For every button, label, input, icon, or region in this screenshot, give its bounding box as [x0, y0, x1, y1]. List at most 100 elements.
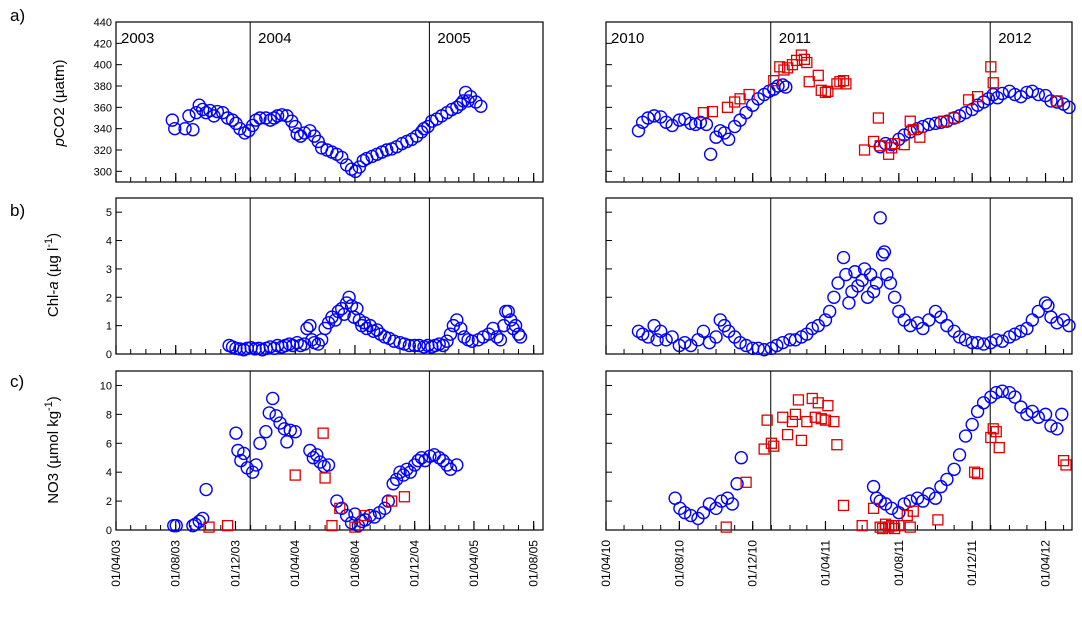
x-tick-label: 01/04/11 — [818, 540, 832, 586]
data-point-circle — [887, 290, 902, 304]
data-point-circle — [696, 324, 711, 339]
y-tick-label: 320 — [94, 145, 112, 157]
data-point-circle — [730, 477, 744, 491]
x-tick-label: 01/04/04 — [288, 540, 302, 587]
data-point-circle — [827, 290, 841, 304]
data-point-square — [319, 472, 331, 484]
data-point-circle — [922, 487, 936, 501]
data-point-circle — [513, 330, 528, 344]
data-point-circle — [776, 78, 790, 92]
data-point-square — [358, 509, 370, 522]
data-point-circle — [641, 330, 655, 344]
data-point-circle — [822, 304, 837, 319]
y-tick-label: 0 — [106, 525, 112, 537]
data-point-circle — [168, 121, 182, 136]
data-point-circle — [995, 384, 1009, 398]
data-point-circle — [195, 511, 210, 526]
data-point-circle — [650, 333, 664, 347]
data-point-square — [904, 115, 916, 127]
data-point-square — [907, 505, 919, 517]
data-point-circle — [370, 323, 384, 337]
data-point-circle — [508, 318, 523, 333]
year-label: 2012 — [998, 30, 1031, 47]
data-point-circle — [367, 510, 382, 524]
y-tick-label: 5 — [106, 207, 112, 219]
data-point-circle — [288, 425, 302, 439]
data-point-circle — [880, 267, 894, 282]
data-point-circle — [456, 94, 470, 108]
y-tick-label: 360 — [94, 102, 112, 114]
ylabel-no3: NO3 (µmol kg-1) — [43, 396, 62, 504]
data-point-circle — [958, 429, 973, 443]
x-tick-label: 01/12/03 — [228, 540, 242, 587]
data-point-circle — [831, 276, 845, 290]
ylabel-no3-main: NO3 (µmol kg — [45, 411, 62, 504]
data-point-circle — [414, 451, 429, 465]
data-point-circle — [339, 508, 354, 523]
data-point-circle — [631, 324, 646, 339]
data-point-circle — [300, 321, 314, 336]
data-point-circle — [739, 105, 753, 120]
data-point-square — [904, 521, 916, 533]
data-point-circle — [1055, 407, 1069, 422]
data-point-circle — [311, 134, 325, 149]
data-point-square — [837, 499, 850, 512]
data-point-square — [1057, 454, 1070, 467]
data-point-circle — [186, 123, 200, 137]
data-point-circle — [757, 343, 771, 357]
data-point-circle — [297, 337, 312, 351]
data-point-circle — [869, 276, 884, 290]
data-point-circle — [989, 385, 1003, 400]
panel-row3-left: 0 2 4 6 8 10 01/04/03 01/08/03 01/12/03 01/04/04 0… — [100, 370, 544, 587]
data-point-circle — [360, 321, 374, 336]
data-point-circle — [210, 104, 225, 119]
data-point-square — [932, 514, 944, 526]
data-point-circle — [1044, 419, 1058, 433]
data-point-circle — [328, 313, 343, 327]
data-point-circle — [339, 158, 354, 172]
data-point-circle — [344, 516, 359, 530]
y-tick-label: 440 — [94, 17, 112, 29]
data-point-square — [774, 61, 786, 73]
labels-layer: a) b) c) pCO2 (µatm) Chl-a (µg l-1) NO3 … — [10, 6, 68, 504]
data-point-circle — [848, 265, 862, 279]
data-point-square — [758, 443, 770, 455]
data-point-circle — [866, 479, 881, 494]
data-point-square — [867, 135, 880, 148]
data-point-circle — [290, 335, 304, 350]
data-point-circle — [952, 330, 967, 344]
data-point-circle — [311, 337, 325, 351]
data-point-circle — [684, 508, 698, 523]
data-point-circle — [631, 124, 646, 138]
data-point-circle — [192, 98, 206, 112]
data-point-circle — [440, 458, 454, 472]
data-point-circle — [693, 115, 708, 129]
data-point-circle — [403, 465, 417, 479]
data-point-square — [789, 408, 802, 421]
data-point-circle — [253, 436, 267, 450]
data-point-circle — [836, 250, 851, 265]
y-tick-label: 380 — [94, 81, 112, 93]
data-point-square — [819, 414, 832, 426]
data-point-square — [768, 75, 780, 87]
data-point-circle — [877, 245, 892, 259]
data-point-square — [734, 93, 746, 105]
data-point-circle — [192, 514, 206, 529]
data-point-circle — [303, 318, 317, 333]
x-tick-label: 01/08/10 — [672, 540, 686, 587]
data-point-circle — [389, 472, 404, 487]
data-point-circle — [1031, 304, 1046, 319]
data-point-circle — [259, 425, 273, 439]
data-point-square — [971, 467, 984, 480]
data-point-circle — [1025, 313, 1040, 327]
year-label: 2004 — [258, 30, 291, 47]
data-point-square — [317, 427, 329, 439]
data-point-circle — [249, 458, 263, 472]
data-point-circle — [990, 91, 1005, 105]
data-point-circle — [310, 448, 324, 462]
ylabel-chla-tail: (µg l — [45, 248, 62, 282]
plot-frame — [605, 197, 1073, 355]
data-point-square — [858, 144, 871, 156]
data-point-circle — [400, 462, 414, 476]
